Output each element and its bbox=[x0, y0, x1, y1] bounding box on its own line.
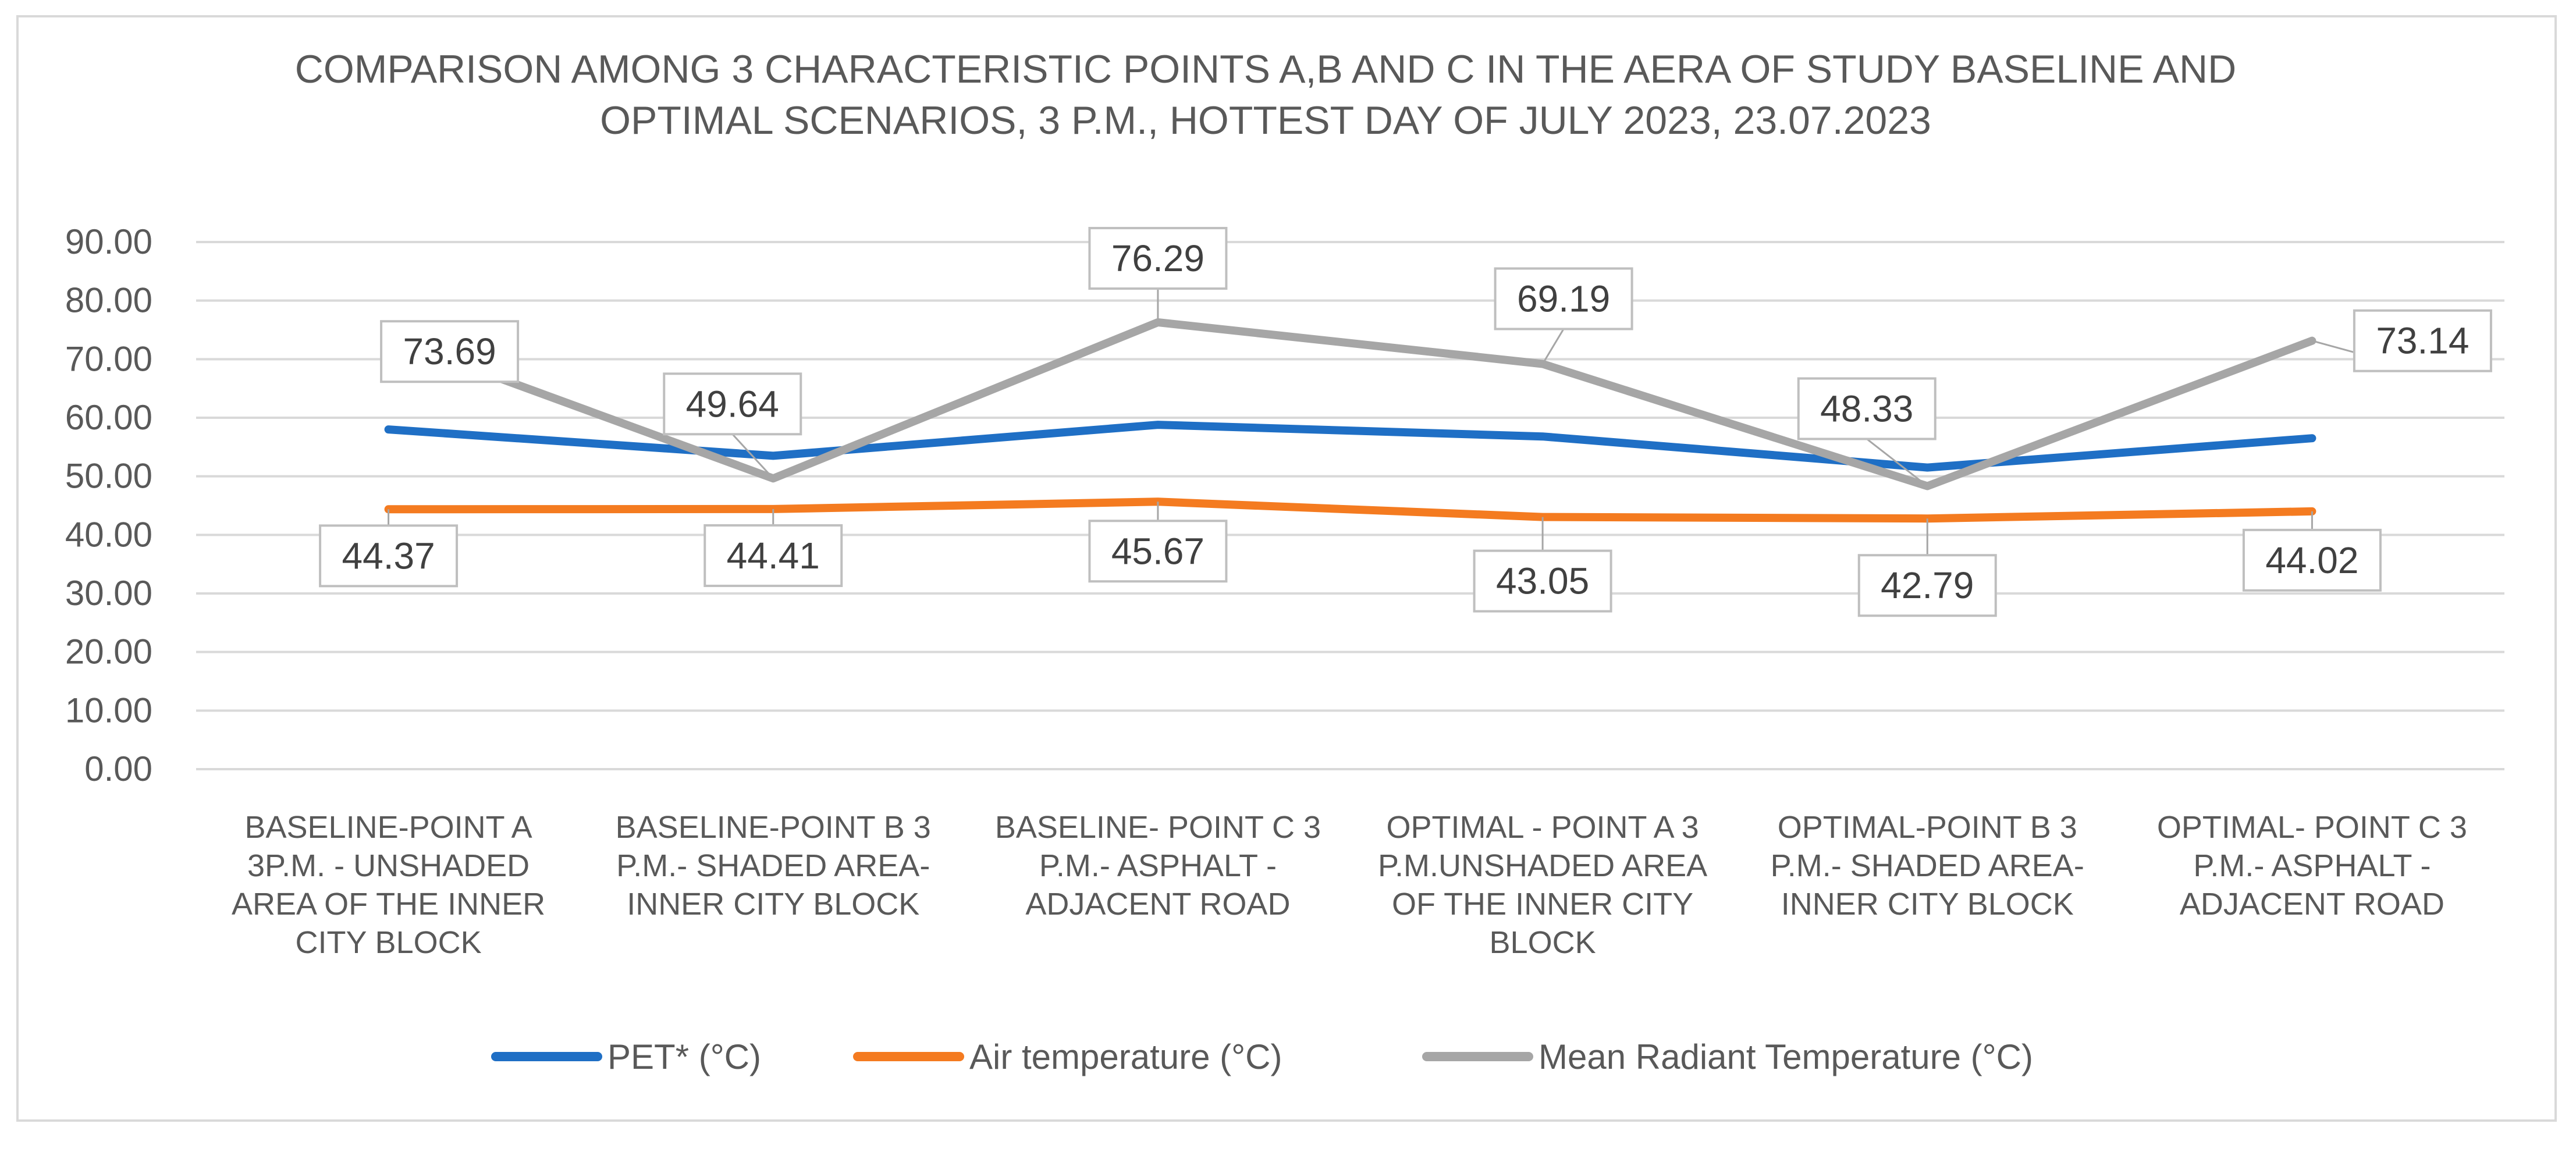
x-category-label: P.M.- ASPHALT - bbox=[1039, 848, 1277, 883]
x-category-label: OPTIMAL-POINT B 3 bbox=[1778, 810, 2077, 845]
data-label-box bbox=[663, 372, 802, 436]
x-category-label: INNER CITY BLOCK bbox=[1781, 887, 2074, 922]
data-label-box bbox=[319, 524, 459, 588]
data-label: 73.14 bbox=[2376, 320, 2469, 362]
chart-title-line: COMPARISON AMONG 3 CHARACTERISTIC POINTS… bbox=[295, 47, 2236, 91]
data-label-leader bbox=[1541, 328, 1565, 365]
y-axis-ticks: 0.00 10.00 20.00 30.00 40.00 50.00 60.00 70.00 8… bbox=[65, 222, 152, 788]
legend-label: Air temperature (°C) bbox=[969, 1037, 1282, 1076]
legend-label: Mean Radiant Temperature (°C) bbox=[1539, 1037, 2033, 1076]
gridlines bbox=[196, 241, 2504, 770]
data-label-box bbox=[2353, 309, 2492, 372]
x-category-label: P.M.- SHADED AREA- bbox=[616, 848, 930, 883]
x-category-label: BASELINE- POINT C 3 bbox=[995, 810, 1321, 845]
x-category-label: 3P.M. - UNSHADED bbox=[247, 848, 530, 883]
x-category-label: P.M.UNSHADED AREA bbox=[1378, 848, 1707, 883]
data-label: 42.79 bbox=[1881, 564, 1974, 606]
x-category-label: BASELINE-POINT A bbox=[244, 810, 532, 845]
data-label: 45.67 bbox=[1111, 530, 1204, 572]
x-category-label: CITY BLOCK bbox=[296, 925, 482, 960]
series-lines bbox=[384, 318, 2316, 523]
data-label-box bbox=[380, 320, 520, 383]
x-category-label: ADJACENT ROAD bbox=[1025, 887, 1290, 922]
data-label: 43.05 bbox=[1496, 560, 1589, 602]
y-tick-label: 30.00 bbox=[65, 574, 152, 613]
y-tick-label: 20.00 bbox=[65, 632, 152, 671]
data-label: 44.37 bbox=[342, 535, 435, 577]
legend-label: PET* (°C) bbox=[607, 1037, 761, 1076]
x-category-label: P.M.- SHADED AREA- bbox=[1771, 848, 2084, 883]
data-label-box bbox=[1088, 520, 1228, 583]
chart-title: COMPARISON AMONG 3 CHARACTERISTIC POINTS… bbox=[295, 47, 2236, 143]
line-chart: COMPARISON AMONG 3 CHARACTERISTIC POINTS… bbox=[65, 47, 2504, 1076]
series-line-1 bbox=[384, 497, 2316, 523]
x-category-label: P.M.- ASPHALT - bbox=[2193, 848, 2431, 883]
x-axis-categories: BASELINE-POINT A3P.M. - UNSHADED AREA OF … bbox=[232, 810, 2467, 960]
data-label-box bbox=[1473, 549, 1612, 613]
data-label-box bbox=[2242, 528, 2382, 592]
chart-title-line: OPTIMAL SCENARIOS, 3 P.M., HOTTEST DAY O… bbox=[600, 98, 1931, 143]
y-tick-label: 50.00 bbox=[65, 457, 152, 496]
data-label: 76.29 bbox=[1111, 237, 1204, 279]
y-tick-label: 90.00 bbox=[65, 222, 152, 261]
data-label: 69.19 bbox=[1517, 278, 1610, 319]
x-category-label: INNER CITY BLOCK bbox=[627, 887, 919, 922]
y-tick-label: 0.00 bbox=[84, 749, 152, 788]
data-label-leader bbox=[731, 433, 774, 479]
y-tick-label: 70.00 bbox=[65, 339, 152, 378]
x-category-label: BASELINE-POINT B 3 bbox=[616, 810, 931, 845]
y-tick-label: 40.00 bbox=[65, 515, 152, 554]
x-category-label: OF THE INNER CITY bbox=[1392, 887, 1693, 922]
data-label: 49.64 bbox=[686, 383, 779, 425]
x-category-label: OPTIMAL- POINT C 3 bbox=[2157, 810, 2467, 845]
y-tick-label: 60.00 bbox=[65, 398, 152, 437]
legend: PET* (°C) Air temperature (°C) Mean Radian… bbox=[491, 1037, 2033, 1076]
data-label-box bbox=[1494, 267, 1633, 330]
x-category-label: OPTIMAL - POINT A 3 bbox=[1387, 810, 1699, 845]
y-tick-label: 10.00 bbox=[65, 691, 152, 730]
data-label-box bbox=[1797, 377, 1937, 440]
data-label-box bbox=[1857, 554, 1997, 617]
series-line-2 bbox=[384, 318, 2316, 490]
data-label: 44.02 bbox=[2265, 539, 2358, 581]
x-category-label: ADJACENT ROAD bbox=[2180, 887, 2444, 922]
data-label: 48.33 bbox=[1820, 387, 1913, 429]
data-label-box bbox=[703, 524, 843, 587]
data-label: 73.69 bbox=[403, 330, 496, 372]
x-category-label: BLOCK bbox=[1490, 925, 1596, 960]
y-tick-label: 80.00 bbox=[65, 281, 152, 320]
data-label: 44.41 bbox=[727, 535, 820, 577]
x-category-label: AREA OF THE INNER bbox=[232, 887, 545, 922]
data-label-box bbox=[1088, 227, 1228, 290]
chart-frame: COMPARISON AMONG 3 CHARACTERISTIC POINTS… bbox=[16, 15, 2557, 1122]
data-labels: 44.37 44.41 45.67 43.05 42.79 44.02 73.69 49.64… bbox=[319, 227, 2492, 617]
data-label-leader bbox=[1866, 438, 1928, 487]
